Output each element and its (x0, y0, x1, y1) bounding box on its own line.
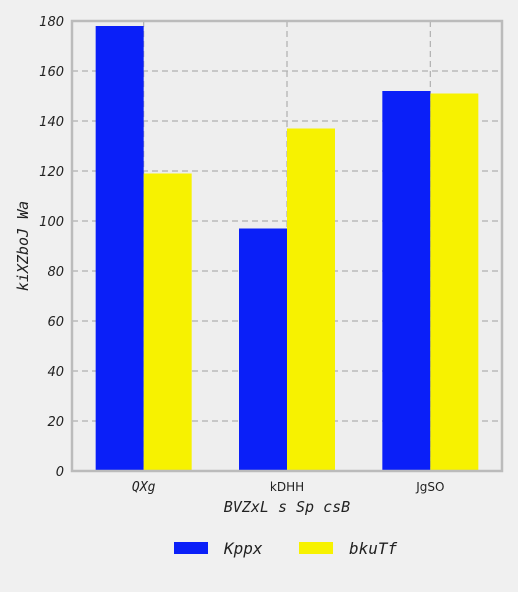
y-tick-label: 0 (56, 465, 64, 480)
x-tick-label: kDHH (270, 480, 304, 494)
bar-bkuTf-JgSO (430, 93, 479, 471)
y-tick-label: 80 (47, 265, 64, 280)
legend-swatch-Kppx (174, 542, 208, 554)
y-tick-label: 40 (47, 365, 64, 380)
y-tick-label: 60 (47, 315, 64, 330)
bars (95, 26, 479, 471)
x-tick-label: JgSO (415, 480, 444, 494)
y-axis-ticks: 0 20 40 60 80 100 120 140 160 180 (39, 15, 64, 480)
y-tick-label: 160 (39, 65, 64, 80)
legend-label-bkuTf: bkuTf (349, 539, 398, 558)
y-tick-label: 20 (47, 415, 64, 430)
bar-Kppx-kDHH (239, 228, 287, 471)
y-tick-label: 100 (39, 215, 64, 230)
bar-Kppx-JgSO (382, 91, 431, 471)
bar-bkuTf-QXg (143, 173, 192, 471)
legend-label-Kppx: Kppx (223, 539, 263, 558)
y-axis-label: kiXZboJ Wa (14, 201, 32, 291)
x-axis-ticks: QXg kDHH JgSO (132, 480, 445, 495)
legend-swatch-bkuTf (299, 542, 333, 554)
legend: Kppx bkuTf (174, 539, 398, 558)
bar-bkuTf-kDHH (287, 128, 335, 471)
y-tick-label: 120 (39, 165, 64, 180)
y-tick-label: 140 (39, 115, 64, 130)
bar-Kppx-QXg (95, 26, 144, 471)
plot-area-frame (70, 19, 504, 473)
y-tick-label: 180 (39, 15, 64, 30)
x-axis-label: BVZxL s Sp csB (224, 498, 350, 516)
x-tick-label: QXg (132, 480, 156, 495)
